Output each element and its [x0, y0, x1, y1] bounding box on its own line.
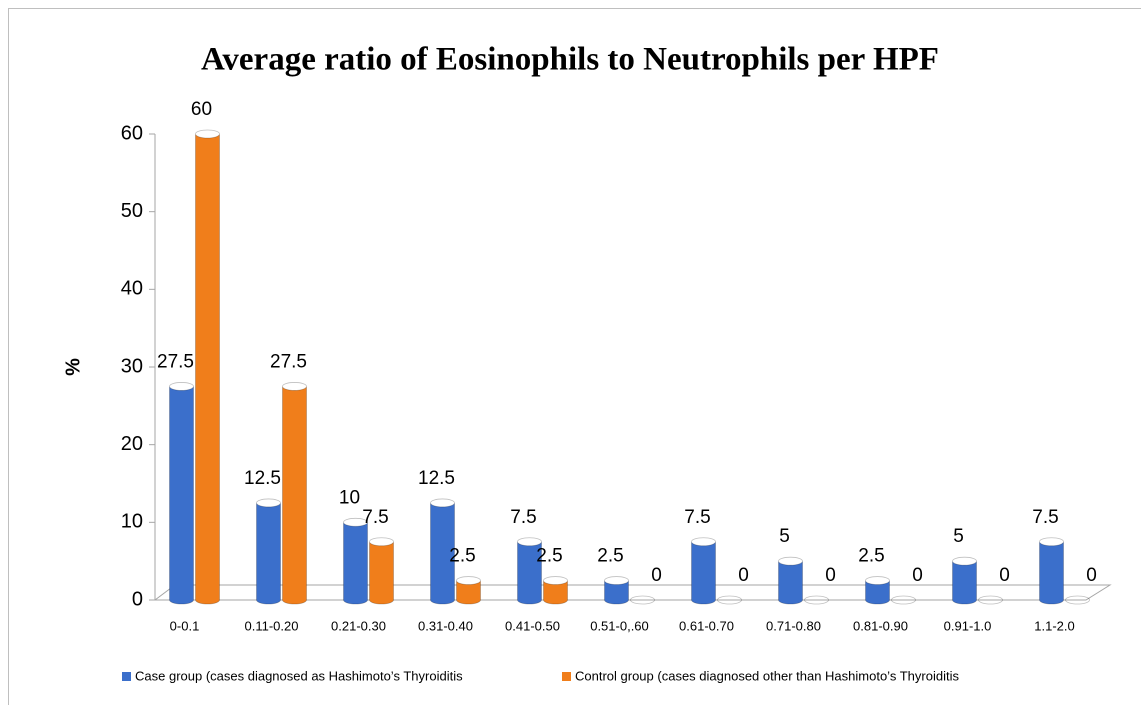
- bar: [282, 382, 307, 605]
- y-tick-label: 60: [121, 122, 143, 144]
- legend-label: Case group (cases diagnosed as Hashimoto…: [135, 668, 463, 683]
- value-label: 7.5: [684, 507, 710, 528]
- y-tick-label: 20: [121, 433, 143, 455]
- bar: [804, 595, 829, 605]
- value-label: 0: [999, 565, 1010, 586]
- y-axis-label: %: [62, 358, 84, 376]
- value-label: 7.5: [362, 507, 388, 528]
- bar: [195, 129, 220, 605]
- value-label: 0: [912, 565, 923, 586]
- chart-title: Average ratio of Eosinophils to Neutroph…: [201, 42, 939, 78]
- bar: [369, 537, 394, 605]
- value-label: 2.5: [597, 546, 623, 567]
- y-tick-label: 40: [121, 278, 143, 300]
- bar: [169, 382, 194, 605]
- value-label: 0: [651, 565, 662, 586]
- bar: [952, 556, 977, 605]
- bar: [343, 517, 368, 605]
- bar: [543, 576, 568, 605]
- bar: [517, 537, 542, 605]
- bar: [456, 576, 481, 605]
- value-label: 0: [825, 565, 836, 586]
- value-label: 5: [953, 526, 964, 547]
- bar: [256, 498, 281, 605]
- value-label: 7.5: [1032, 507, 1058, 528]
- bar: [630, 595, 655, 605]
- x-tick-label: 0.61-0.70: [679, 618, 734, 633]
- x-tick-label: 0.41-0.50: [505, 618, 560, 633]
- chart-frame: [8, 8, 1141, 705]
- value-label: 27.5: [270, 351, 307, 372]
- bar: [717, 595, 742, 605]
- x-tick-label: 0.91-1.0: [944, 618, 992, 633]
- x-tick-label: 0.71-0.80: [766, 618, 821, 633]
- value-label: 2.5: [449, 546, 475, 567]
- value-label: 2.5: [858, 546, 884, 567]
- x-tick-label: 0.11-0.20: [245, 618, 299, 633]
- value-label: 5: [779, 526, 790, 547]
- legend-swatch: [562, 672, 571, 681]
- legend-swatch: [122, 672, 131, 681]
- bar: [778, 556, 803, 605]
- x-tick-label: 1.1-2.0: [1034, 618, 1074, 633]
- x-tick-label: 0.31-0.40: [418, 618, 473, 633]
- value-label: 2.5: [536, 546, 562, 567]
- value-label: 27.5: [157, 351, 194, 372]
- value-label: 0: [738, 565, 749, 586]
- value-label: 7.5: [510, 507, 536, 528]
- value-label: 60: [191, 99, 212, 120]
- bar: [691, 537, 716, 605]
- value-label: 12.5: [244, 468, 281, 489]
- bar: [1065, 595, 1090, 605]
- y-tick-label: 0: [132, 588, 143, 610]
- x-tick-label: 0-0.1: [170, 618, 200, 633]
- value-label: 0: [1086, 565, 1097, 586]
- x-tick-label: 0.81-0.90: [853, 618, 908, 633]
- bar: [978, 595, 1003, 605]
- legend-label: Control group (cases diagnosed other tha…: [575, 668, 959, 683]
- y-tick-label: 50: [121, 200, 143, 222]
- y-tick-label: 10: [121, 511, 143, 533]
- bar: [891, 595, 916, 605]
- value-label: 12.5: [418, 468, 455, 489]
- y-tick-label: 30: [121, 355, 143, 377]
- bar: [604, 576, 629, 605]
- bar: [1039, 537, 1064, 605]
- value-label: 10: [339, 487, 360, 508]
- x-tick-label: 0.51-0,.60: [590, 618, 649, 633]
- x-tick-label: 0.21-0.30: [331, 618, 386, 633]
- bar: [865, 576, 890, 605]
- bar: [430, 498, 455, 605]
